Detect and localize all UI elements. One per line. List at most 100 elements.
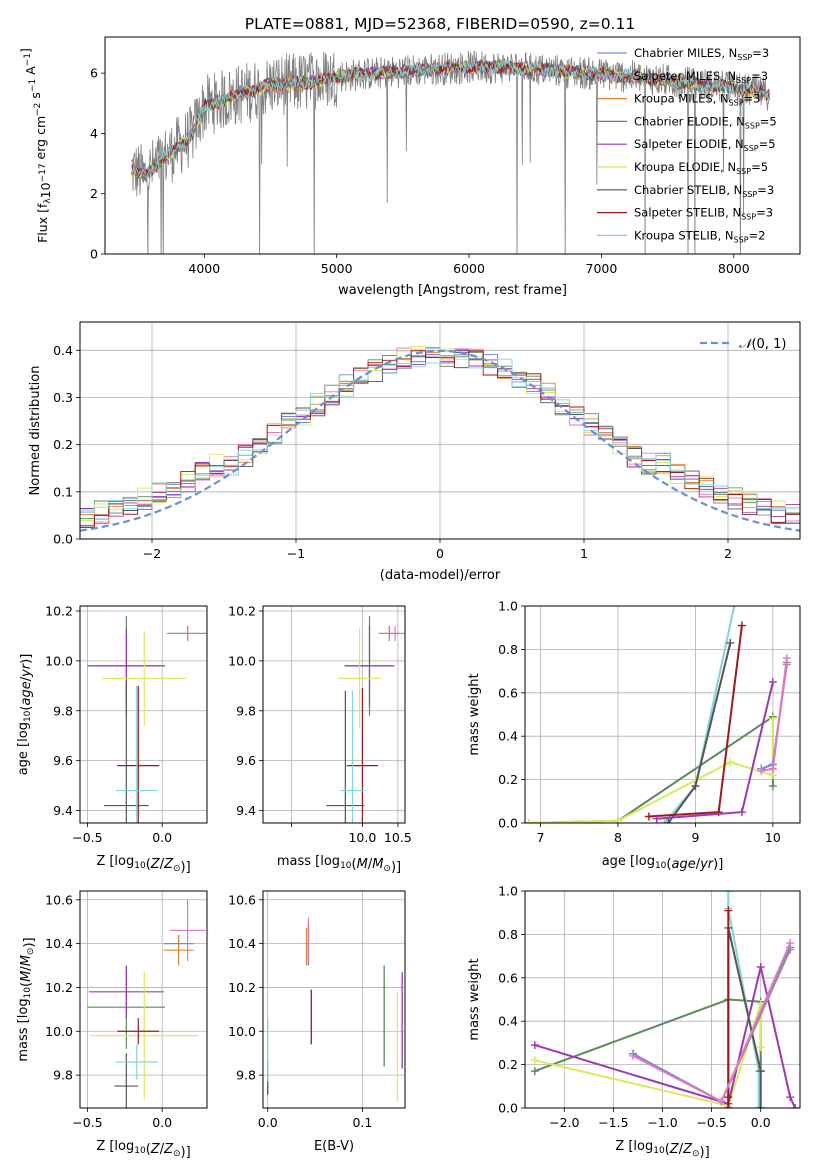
spectrum-legend-entry: Chabrier STELIB, NSSP=3 — [634, 183, 774, 199]
age-weight-point-marker — [768, 677, 777, 686]
spectrum-ylabel: Flux [fλ10−17 erg cm−2 s−1 A−1] — [18, 48, 53, 243]
z-weight-xtick-label: −2.0 — [549, 1115, 579, 1130]
age-weight-series-line — [528, 718, 774, 823]
z-weight-ytick-label: 0.6 — [498, 970, 518, 985]
z-age-xtick-label: −0.5 — [72, 830, 102, 845]
age-weight-ytick-label: 0.2 — [498, 772, 518, 787]
spectrum-legend-entry: Kroupa STELIB, NSSP=2 — [634, 228, 765, 244]
residual-ytick-label: 0.0 — [53, 532, 73, 547]
mass-age-ytick-label: 10.0 — [228, 653, 256, 668]
z-weight-series-line — [534, 966, 797, 1108]
z-weight-xtick-label: −1.0 — [647, 1115, 677, 1130]
ebv-mass-ytick-label: 10.6 — [228, 892, 256, 907]
spectrum-xtick-label: 7000 — [586, 261, 618, 276]
mass-age-plot-area — [326, 615, 405, 823]
z-mass-ylabel: mass [log10(M/M⊙)] — [16, 937, 37, 1061]
z-weight-point-marker — [786, 1093, 795, 1102]
mass-age-ytick-label: 9.6 — [236, 753, 256, 768]
age-weight-point-marker — [664, 819, 673, 823]
spectrum-data-line — [131, 50, 770, 254]
spectrum-frame — [104, 36, 801, 255]
age-weight-point-marker — [726, 758, 735, 767]
age-weight-point-marker — [660, 819, 669, 823]
mass-age-xtick-label: 10.0 — [348, 830, 376, 845]
spectrum-ytick-label: 0 — [90, 247, 98, 262]
residual-plot-area — [80, 345, 800, 539]
z-weight-ytick-label: 0.8 — [498, 927, 518, 942]
spectrum-legend-entry: Kroupa MILES, NSSP=3 — [634, 92, 760, 108]
z-weight-point-marker — [530, 1056, 539, 1065]
age-weight-point-marker — [782, 654, 791, 663]
z-mass-xtick-label: −0.5 — [72, 1115, 102, 1130]
age-weight-xtick-label: 7 — [537, 830, 545, 845]
z-weight-point-marker — [717, 1097, 726, 1106]
age-weight-ytick-label: 0.6 — [498, 685, 518, 700]
residual-xtick-label: −1 — [287, 546, 305, 561]
age-weight-ytick-label: 0.0 — [498, 816, 518, 831]
age-weight-xtick-label: 8 — [614, 830, 622, 845]
age-weight-series-line — [528, 714, 774, 823]
z-weight-point-marker — [756, 1104, 765, 1108]
z-weight-point-marker — [756, 1043, 765, 1052]
z-weight-ytick-label: 0.0 — [498, 1101, 518, 1116]
ebv-mass-xlabel: E(B-V) — [314, 1139, 354, 1154]
age-weight-plot-area — [525, 606, 791, 823]
z-age-xlabel: Z [log10(Z/Z⊙)] — [96, 854, 190, 875]
z-weight-point-marker — [530, 1041, 539, 1050]
spectrum-legend-entry: Salpeter MILES, NSSP=3 — [634, 69, 768, 85]
z-weight-xlabel: Z [log10(Z/Z⊙)] — [615, 1139, 709, 1160]
age-weight-point-marker — [737, 621, 746, 630]
ebv-mass-ytick-label: 10.2 — [228, 980, 256, 995]
spectrum-ytick-label: 6 — [90, 66, 98, 81]
mass-age-frame — [262, 605, 406, 824]
z-age-ylabel: age [log10(age/yr)] — [16, 654, 34, 776]
age-weight-point-marker — [768, 714, 777, 723]
z-mass-xtick-label: 0.0 — [152, 1115, 172, 1130]
spectrum-ytick-label: 2 — [90, 186, 98, 201]
z-weight-point-marker — [724, 906, 733, 915]
z-weight-xtick-label: −0.5 — [696, 1115, 726, 1130]
z-age-ytick-label: 10.0 — [45, 653, 73, 668]
z-age-ytick-label: 9.6 — [53, 753, 73, 768]
z-weight-xtick-label: −1.5 — [598, 1115, 628, 1130]
z-weight-point-marker — [786, 939, 795, 948]
age-weight-point-marker — [737, 808, 746, 817]
z-weight-series-line — [534, 1003, 762, 1107]
z-weight-point-marker — [724, 891, 733, 895]
z-age-ytick-label: 9.4 — [53, 803, 73, 818]
z-mass-ytick-label: 10.6 — [45, 892, 73, 907]
age-weight-ytick-label: 0.4 — [498, 729, 518, 744]
spectrum-legend-entry: Kroupa ELODIE, NSSP=5 — [634, 160, 768, 176]
ebv-mass-frame — [262, 890, 406, 1109]
z-age-frame — [79, 605, 208, 824]
age-weight-xtick-label: 10 — [765, 830, 781, 845]
age-weight-frame — [524, 605, 801, 824]
z-weight-point-marker — [791, 1104, 800, 1108]
z-weight-point-marker — [756, 1067, 765, 1076]
mass-age-ytick-label: 9.4 — [236, 803, 256, 818]
residual-xtick-label: 0 — [436, 546, 444, 561]
spectrum-legend: Chabrier MILES, NSSP=3 Salpeter MILES, NS… — [597, 46, 777, 244]
residual-axes: −2 −1 0 1 2 0.0 0.1 0.2 0.3 0.4 𝒩(0, 1) (data-model… — [28, 321, 801, 583]
residual-xtick-label: 1 — [580, 546, 588, 561]
spectrum-legend-entry: Salpeter STELIB, NSSP=3 — [634, 206, 773, 222]
residual-xtick-label: 2 — [724, 546, 732, 561]
z-mass-ytick-label: 10.0 — [45, 1024, 73, 1039]
residual-ytick-label: 0.4 — [53, 343, 73, 358]
z-weight-plot-area — [530, 891, 800, 1108]
residual-ytick-label: 0.3 — [53, 390, 73, 405]
mass-age-xlabel: mass [log10(M/M⊙)] — [277, 854, 401, 875]
age-weight-xtick-label: 9 — [691, 830, 699, 845]
mass-age-ytick-label: 9.8 — [236, 703, 256, 718]
z-mass-axes: −0.5 0.0 9.8 10.0 10.2 10.4 10.6 Z [log10(Z/Z⊙)… — [16, 890, 208, 1160]
z-weight-ylabel: mass weight — [467, 958, 482, 1040]
age-weight-point-marker — [768, 764, 777, 773]
age-weight-point-marker — [691, 782, 700, 791]
mass-age-ytick-label: 10.2 — [228, 603, 256, 618]
ebv-mass-ytick-label: 10.0 — [228, 1024, 256, 1039]
age-weight-point-marker — [768, 782, 777, 791]
z-mass-ytick-label: 9.8 — [53, 1068, 73, 1083]
age-weight-ytick-label: 1.0 — [498, 599, 518, 614]
age-weight-point-marker — [730, 606, 739, 610]
age-weight-point-marker — [726, 638, 735, 647]
